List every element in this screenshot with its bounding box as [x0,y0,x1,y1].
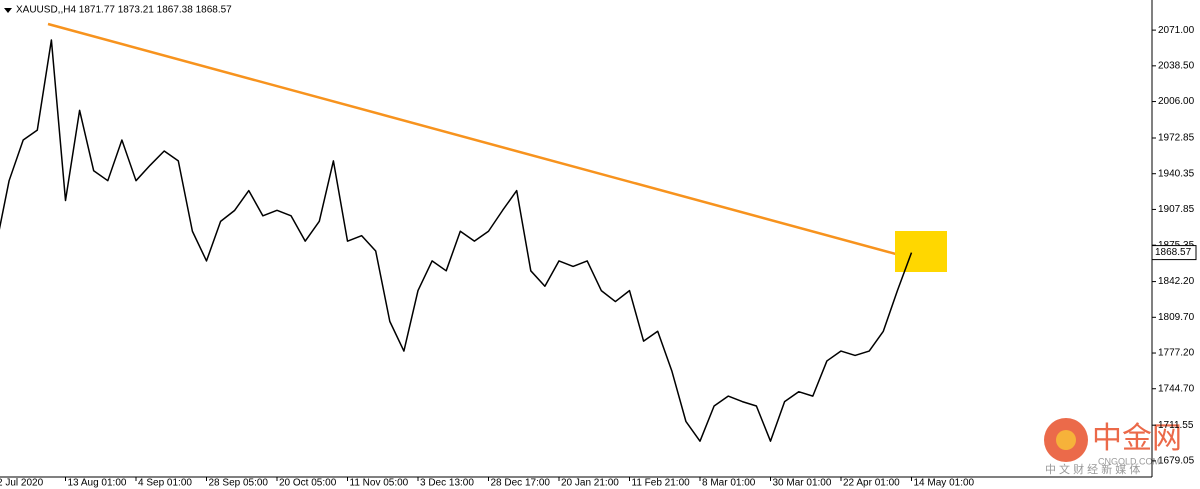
highlight-box [895,231,947,272]
y-tick-label: 2071.00 [1158,25,1195,36]
x-tick-label: 30 Mar 01:00 [773,478,832,489]
x-tick-label: 28 Dec 17:00 [491,478,551,489]
x-tick-label: 22 Apr 01:00 [843,478,900,489]
watermark-name: 中金网 [1092,422,1182,455]
menu-triangle [4,8,12,13]
x-tick-label: 4 Sep 01:00 [138,478,192,489]
x-tick-label: 11 Nov 05:00 [350,478,409,489]
last-price-label: 1868.57 [1155,247,1192,258]
y-tick-label: 1907.85 [1158,204,1195,215]
y-tick-label: 2038.50 [1158,60,1195,71]
watermark-tagline: 中 文 财 经 新 媒 体 [1045,462,1140,476]
watermark-logo-inner [1056,430,1076,450]
x-tick-label: 3 Dec 13:00 [420,478,474,489]
x-tick-label: 8 Mar 01:00 [702,478,756,489]
x-tick-label: 28 Sep 05:00 [209,478,269,489]
y-tick-label: 1679.05 [1158,456,1195,467]
y-tick-label: 1809.70 [1158,312,1195,323]
trend-line [47,22,919,262]
y-tick-label: 1711.55 [1158,420,1194,431]
x-tick-label: 11 Feb 21:00 [632,478,691,489]
y-tick-label: 1744.70 [1158,383,1195,394]
chart-title: XAUUSD,,H4 1871.77 1873.21 1867.38 1868.… [16,5,232,16]
watermark: 中金网 CNGOLD.COM 中 文 财 经 新 媒 体 [1044,418,1182,476]
x-tick-label: 13 Aug 01:00 [68,478,127,489]
x-tick-label: 20 Oct 05:00 [279,478,337,489]
last-price-box [1151,245,1197,261]
x-tick-label: 20 Jan 21:00 [561,478,619,489]
x-tick-label: 14 May 01:00 [914,478,975,489]
y-tick-label: 2006.00 [1158,96,1195,107]
watermark-domain: CNGOLD.COM [1098,456,1160,466]
y-tick-label: 1972.85 [1158,133,1195,144]
y-tick-label: 1777.20 [1158,348,1195,359]
price-line [0,39,913,442]
y-tick-label: 1940.35 [1158,168,1195,179]
y-tick-label: 1842.20 [1158,276,1195,287]
x-tick-label: 2 Jul 2020 [0,478,44,489]
